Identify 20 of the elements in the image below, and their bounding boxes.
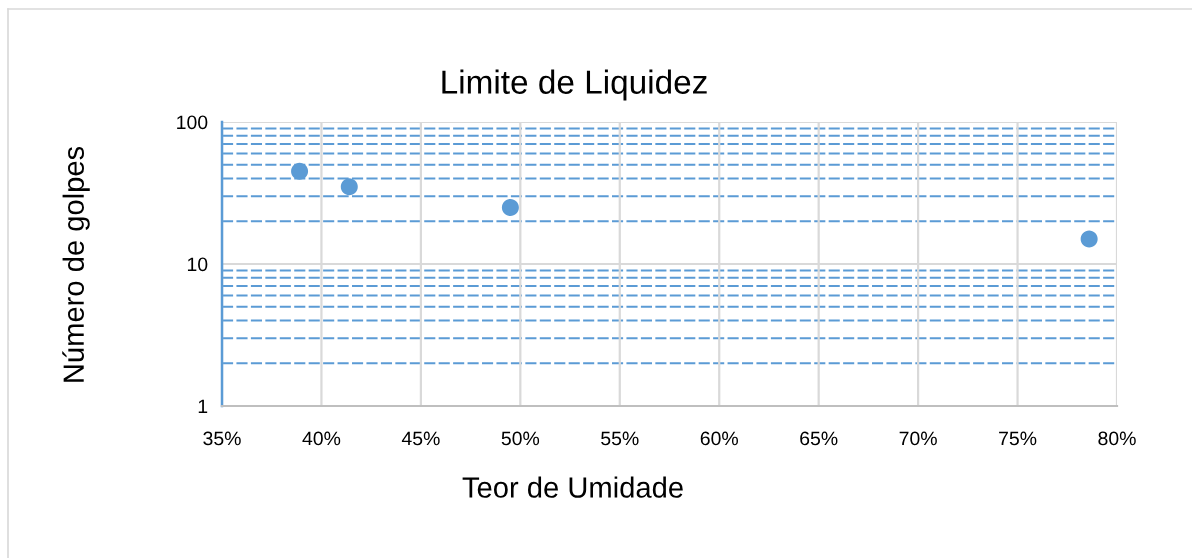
point (340, 178, 358, 196)
point (291, 162, 309, 180)
x-tick-label: 50% (501, 431, 540, 446)
point (1080, 230, 1098, 248)
x-tick-label: 45% (401, 431, 440, 446)
x-tick-label: 75% (999, 431, 1037, 446)
y-tick-label: 10 (187, 257, 208, 272)
point (501, 198, 519, 216)
y-axis-title: Número de golpes (62, 146, 90, 382)
x-tick-label: 35% (203, 431, 241, 446)
x-axis-title: Teor de Umidade (462, 476, 683, 498)
x-tick-label: 80% (1098, 431, 1136, 446)
chart-title: Limite de Liquidez (442, 69, 707, 101)
x-tick-label: 65% (800, 431, 838, 446)
x-tick-label: 55% (601, 431, 639, 446)
y-tick-label: 1 (198, 399, 208, 414)
x-tick-label: 70% (899, 431, 937, 446)
x-tick-label: 40% (302, 431, 341, 446)
x-tick-label: 60% (700, 431, 738, 446)
y-tick-label: 100 (177, 115, 208, 130)
